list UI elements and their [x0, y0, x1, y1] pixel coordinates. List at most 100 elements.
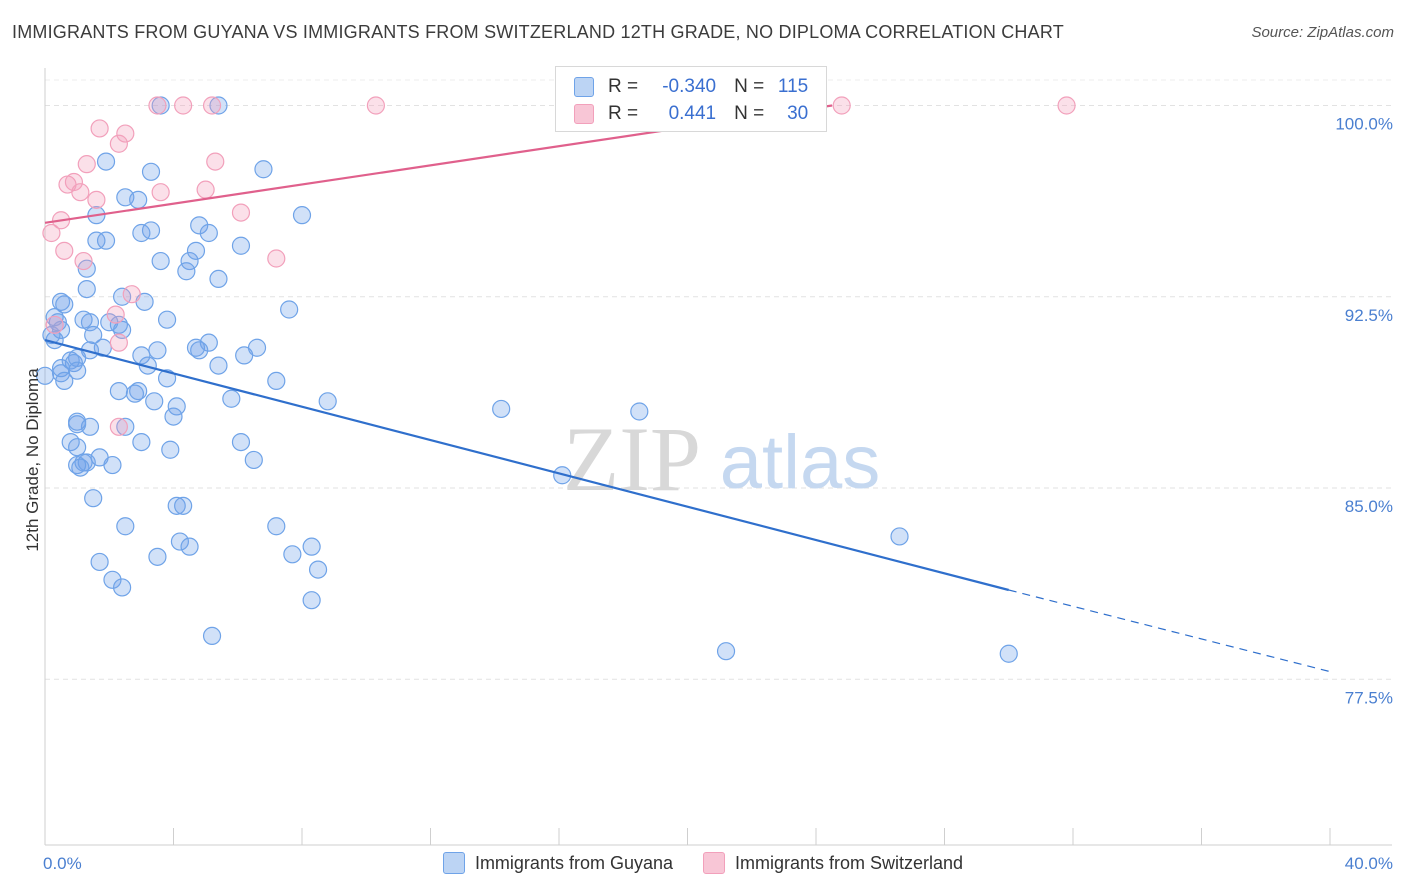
watermark: ZIP atlas	[563, 408, 880, 510]
switzerland-point	[122, 285, 141, 304]
switzerland-point	[109, 134, 128, 153]
guyana-point	[254, 160, 273, 179]
legend-label-guyana: Immigrants from Guyana	[474, 852, 673, 873]
switzerland-point	[148, 96, 167, 115]
guyana-point	[129, 190, 148, 209]
x-tick-label: 0.0%	[43, 854, 82, 873]
guyana-point	[96, 152, 116, 171]
legend-item-guyana[interactable]: Immigrants from Guyana	[442, 852, 673, 874]
guyana-point	[35, 366, 55, 385]
guyana-point	[267, 371, 286, 390]
y-tick-label: 92.5%	[1345, 306, 1393, 325]
guyana-point	[280, 300, 299, 319]
guyana-point	[180, 251, 199, 271]
switzerland-point	[366, 96, 385, 115]
x-tick-label: 40.0%	[1345, 854, 1393, 873]
switzerland-point	[45, 315, 64, 334]
switzerland-point	[42, 223, 61, 243]
data-points	[35, 96, 1076, 663]
switzerland-point	[87, 190, 106, 209]
legend-item-switzerland[interactable]: Immigrants from Switzerland	[703, 852, 963, 874]
switzerland-point	[206, 152, 225, 171]
guyana-point	[170, 532, 190, 551]
guyana-point	[103, 570, 122, 589]
guyana-point	[186, 338, 206, 357]
switzerland-point	[202, 96, 222, 115]
guyana-point	[222, 389, 241, 408]
switzerland-point	[231, 203, 251, 222]
switzerland-point	[196, 180, 215, 199]
guyana-point	[77, 280, 96, 299]
guyana-point	[145, 392, 164, 411]
guyana-point	[90, 552, 109, 572]
guyana-point	[999, 644, 1018, 663]
switzerland-point	[71, 183, 90, 202]
guyana-point	[209, 96, 228, 115]
guyana-trend-line	[44, 339, 1010, 592]
guyana-point	[125, 384, 145, 403]
switzerland-point	[267, 249, 286, 268]
switzerland-point	[74, 251, 93, 271]
guyana-point	[132, 346, 151, 365]
switzerland-point	[77, 155, 96, 174]
guyana-point	[177, 262, 196, 281]
guyana-point	[141, 162, 161, 181]
switzerland-swatch-icon	[574, 104, 594, 124]
guyana-point	[164, 407, 183, 426]
legend-label-switzerland: Immigrants from Switzerland	[735, 852, 964, 873]
guyana-point	[55, 295, 74, 314]
guyana-point	[202, 626, 222, 646]
trend-lines	[44, 104, 1331, 673]
guyana-point	[292, 206, 312, 225]
switzerland-point	[832, 96, 851, 115]
guyana-point	[199, 223, 218, 243]
guyana-point	[148, 547, 167, 566]
guyana-point	[71, 458, 90, 477]
tick-labels: 77.5% 85.0% 92.5% 100.0% 0.0% 40.0%	[43, 115, 1393, 874]
guyana-point	[209, 269, 228, 288]
guyana-point	[84, 489, 103, 508]
y-axis-label: 12th Grade, No Diploma	[23, 368, 42, 552]
source-credit: Source: ZipAtlas.com	[1251, 24, 1394, 41]
switzerland-point	[55, 241, 74, 260]
legend-row-guyana: R = -0.340 N = 115	[574, 74, 808, 100]
watermark-zip: ZIP	[563, 408, 701, 510]
guyana-point	[51, 292, 71, 311]
legend-n-value: 115	[777, 76, 809, 97]
guyana-point	[68, 455, 87, 475]
guyana-point	[87, 231, 106, 250]
stats-legend: R = -0.340 N = 115 R = 0.441 N = 30	[555, 66, 827, 132]
guyana-point	[235, 346, 254, 365]
guyana-point	[42, 325, 61, 345]
watermark-atlas: atlas	[720, 420, 881, 505]
guyana-point	[132, 223, 151, 243]
guyana-point	[190, 216, 209, 235]
y-tick-label: 77.5%	[1345, 688, 1393, 707]
switzerland-point	[151, 183, 170, 202]
guyana-swatch-icon	[442, 852, 465, 874]
guyana-point	[186, 241, 206, 260]
guyana-point	[132, 433, 151, 452]
guyana-point	[161, 440, 180, 459]
guyana-point	[96, 231, 116, 250]
guyana-point	[302, 591, 321, 610]
chart-title: IMMIGRANTS FROM GUYANA VS IMMIGRANTS FRO…	[12, 22, 1064, 42]
guyana-point	[209, 356, 228, 375]
guyana-point	[157, 310, 177, 329]
guyana-point	[492, 399, 511, 419]
guyana-point	[103, 455, 122, 475]
guyana-point	[55, 371, 74, 390]
switzerland-point	[109, 417, 128, 436]
guyana-swatch-icon	[574, 77, 594, 97]
axes	[44, 68, 1392, 846]
switzerland-point	[1057, 96, 1076, 115]
guyana-point	[116, 517, 135, 536]
guyana-point	[244, 450, 263, 470]
switzerland-point	[106, 305, 125, 324]
guyana-point	[68, 438, 87, 457]
guyana-point	[167, 496, 186, 515]
guyana-point	[174, 496, 193, 515]
switzerland-point	[109, 333, 128, 352]
series-legend: Immigrants from Guyana Immigrants from S…	[0, 852, 1406, 874]
